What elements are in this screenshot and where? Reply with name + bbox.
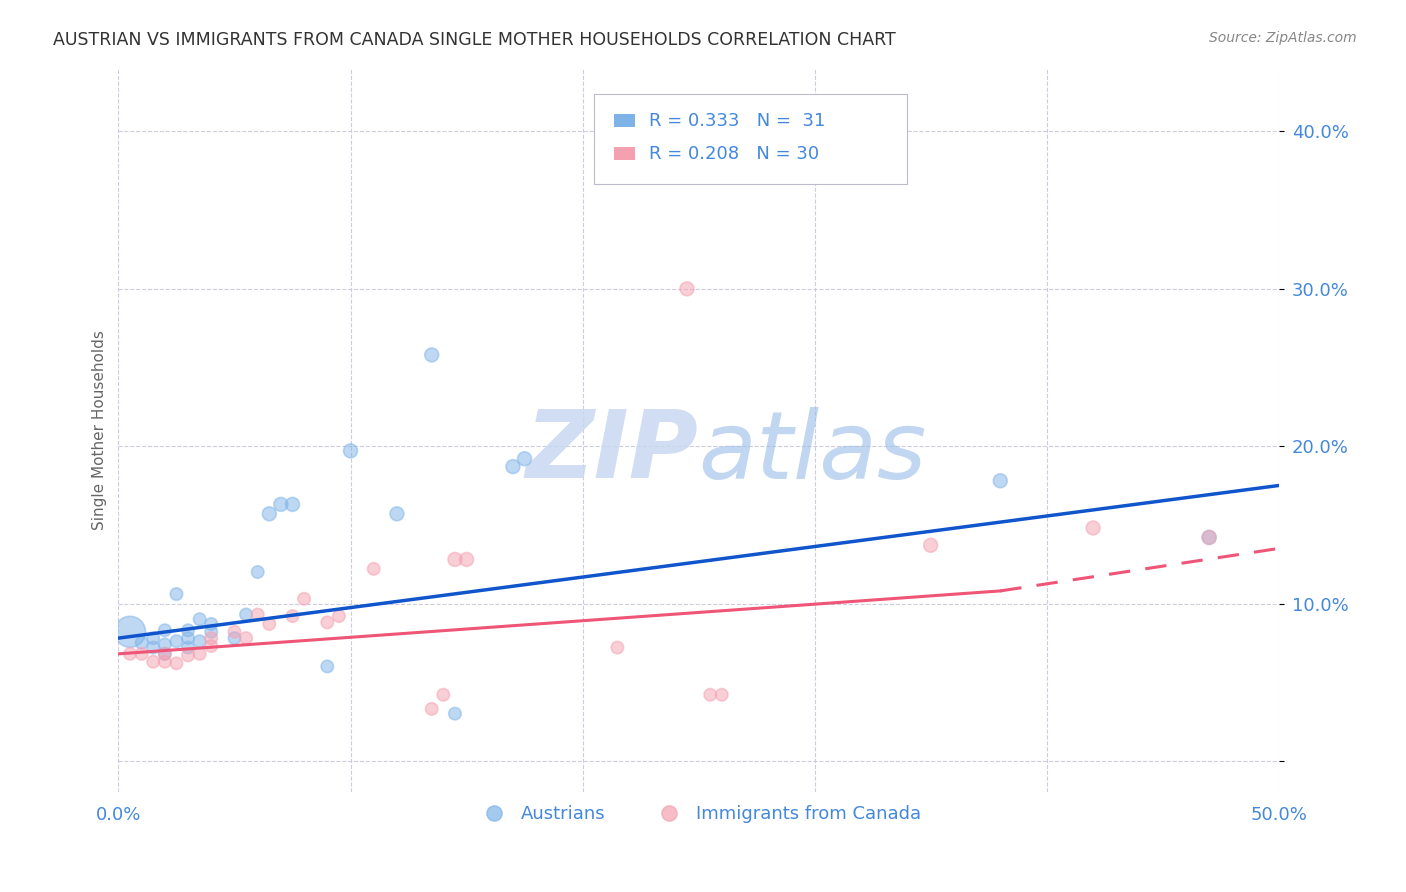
Text: R = 0.208   N = 30: R = 0.208 N = 30 [648, 145, 818, 163]
Point [131, 647, 153, 661]
Point [259, 507, 281, 521]
Point [1081, 521, 1104, 535]
Point [432, 688, 454, 702]
Text: AUSTRIAN VS IMMIGRANTS FROM CANADA SINGLE MOTHER HOUSEHOLDS CORRELATION CHART: AUSTRIAN VS IMMIGRANTS FROM CANADA SINGL… [53, 31, 896, 49]
Point [235, 631, 257, 645]
Point [316, 659, 339, 673]
Point [292, 591, 315, 606]
Y-axis label: Single Mother Households: Single Mother Households [93, 330, 107, 531]
Point [920, 538, 942, 552]
Point [235, 607, 257, 622]
Point [177, 624, 200, 638]
Point [118, 647, 141, 661]
Point [246, 565, 269, 579]
Point [142, 631, 165, 645]
Point [153, 624, 176, 638]
Point [699, 688, 721, 702]
Point [153, 647, 176, 661]
Point [131, 636, 153, 650]
Point [606, 640, 628, 655]
FancyBboxPatch shape [595, 94, 907, 185]
Point [1198, 530, 1220, 544]
Point [177, 631, 200, 645]
Point [200, 631, 222, 645]
Point [316, 615, 339, 630]
Point [270, 497, 292, 511]
Legend: Austrians, Immigrants from Canada: Austrians, Immigrants from Canada [468, 798, 928, 830]
Point [246, 607, 269, 622]
Point [281, 609, 304, 624]
Point [166, 634, 188, 648]
Point [142, 655, 165, 669]
Text: R = 0.333   N =  31: R = 0.333 N = 31 [648, 112, 825, 129]
Point [444, 706, 467, 721]
Point [420, 702, 443, 716]
Point [200, 617, 222, 632]
Text: atlas: atlas [699, 407, 927, 498]
Point [188, 634, 211, 648]
Point [513, 451, 536, 466]
Point [166, 587, 188, 601]
Point [177, 648, 200, 663]
Point [259, 617, 281, 632]
Point [420, 348, 443, 362]
Point [224, 631, 246, 645]
Point [710, 688, 733, 702]
Point [200, 624, 222, 639]
Point [444, 552, 467, 566]
Point [502, 459, 524, 474]
Point [166, 657, 188, 671]
Point [188, 612, 211, 626]
Point [142, 640, 165, 655]
Bar [614, 147, 634, 161]
Point [118, 624, 141, 639]
Point [988, 474, 1011, 488]
Point [153, 655, 176, 669]
Point [177, 640, 200, 655]
Point [1198, 530, 1220, 544]
Point [676, 282, 699, 296]
Text: Source: ZipAtlas.com: Source: ZipAtlas.com [1209, 31, 1357, 45]
Bar [614, 114, 634, 128]
Point [339, 443, 361, 458]
Point [153, 637, 176, 651]
Point [281, 497, 304, 511]
Point [363, 562, 385, 576]
Point [224, 624, 246, 639]
Point [200, 639, 222, 653]
Point [456, 552, 478, 566]
Point [385, 507, 408, 521]
Point [153, 647, 176, 661]
Point [188, 647, 211, 661]
Point [328, 609, 350, 624]
Text: ZIP: ZIP [526, 406, 699, 498]
